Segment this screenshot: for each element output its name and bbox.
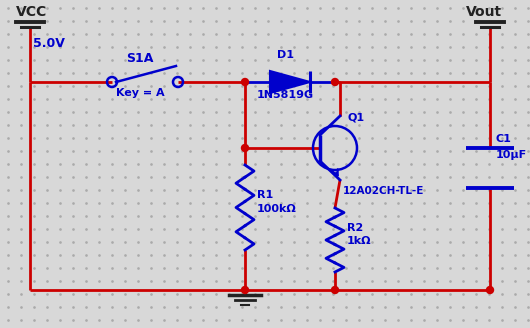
Text: 1N5819G: 1N5819G — [257, 90, 314, 100]
Circle shape — [242, 286, 249, 294]
Text: R1: R1 — [257, 191, 273, 200]
Text: 1kΩ: 1kΩ — [347, 236, 372, 246]
Circle shape — [331, 78, 339, 86]
Text: D1: D1 — [277, 50, 294, 60]
Text: VCC: VCC — [16, 5, 47, 19]
Text: S1A: S1A — [126, 52, 154, 65]
Text: R2: R2 — [347, 223, 363, 233]
Text: C1: C1 — [496, 134, 512, 144]
Text: 12A02CH-TL-E: 12A02CH-TL-E — [343, 186, 425, 196]
Text: 10μF: 10μF — [496, 150, 527, 160]
Text: 5.0V: 5.0V — [33, 37, 65, 50]
Circle shape — [242, 145, 249, 152]
Text: Key = A: Key = A — [116, 88, 164, 98]
Text: Vout: Vout — [466, 5, 502, 19]
Circle shape — [242, 78, 249, 86]
Circle shape — [487, 286, 493, 294]
Circle shape — [331, 286, 339, 294]
Polygon shape — [270, 71, 310, 93]
Text: 100kΩ: 100kΩ — [257, 203, 297, 214]
Text: Q1: Q1 — [347, 112, 364, 122]
